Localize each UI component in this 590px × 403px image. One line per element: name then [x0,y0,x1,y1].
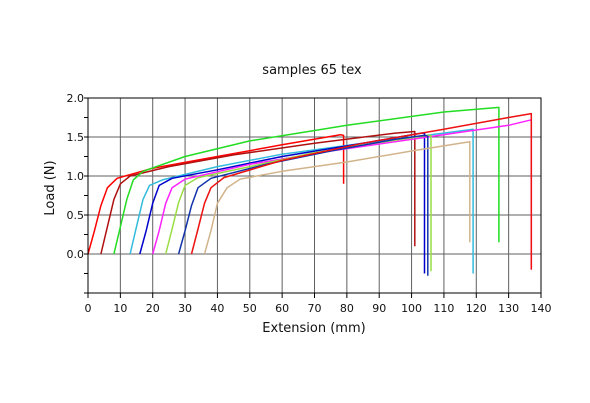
x-tick-label: 130 [498,302,519,315]
x-tick-label: 140 [531,302,552,315]
data-series [87,106,533,276]
series-line [151,119,533,270]
chart-title: samples 65 tex [262,63,362,78]
x-axis-ticks: 0 10 20 30 40 50 60 70 80 90 100 110 120 130 140 [85,293,552,315]
x-axis-label: Extension (mm) [262,321,365,336]
y-tick-label: 0.5 [67,209,85,222]
grid-lines [87,97,542,293]
x-tick-label: 20 [146,302,160,315]
x-tick-label: 0 [85,302,92,315]
x-tick-label: 50 [243,302,257,315]
x-tick-label: 120 [466,302,487,315]
series-line [100,130,416,255]
series-line [203,140,471,255]
x-tick-label: 40 [210,302,224,315]
y-tick-label: 1.0 [67,170,85,183]
x-tick-label: 10 [113,302,127,315]
x-tick-label: 70 [308,302,322,315]
series-line [190,112,533,270]
y-axis-ticks: 0.0 0.5 1.0 1.5 2.0 [67,92,88,294]
series-line [164,134,432,272]
y-tick-label: 0.0 [67,248,85,261]
series-line [129,128,474,274]
x-tick-label: 100 [401,302,422,315]
x-tick-label: 30 [178,302,192,315]
x-tick-label: 110 [433,302,454,315]
x-tick-label: 90 [372,302,386,315]
y-tick-label: 2.0 [67,92,85,105]
series-line [113,106,500,255]
series-line [177,134,429,276]
y-tick-label: 1.5 [67,131,85,144]
y-axis-label: Load (N) [43,160,58,215]
x-tick-label: 60 [275,302,289,315]
x-tick-label: 80 [340,302,354,315]
